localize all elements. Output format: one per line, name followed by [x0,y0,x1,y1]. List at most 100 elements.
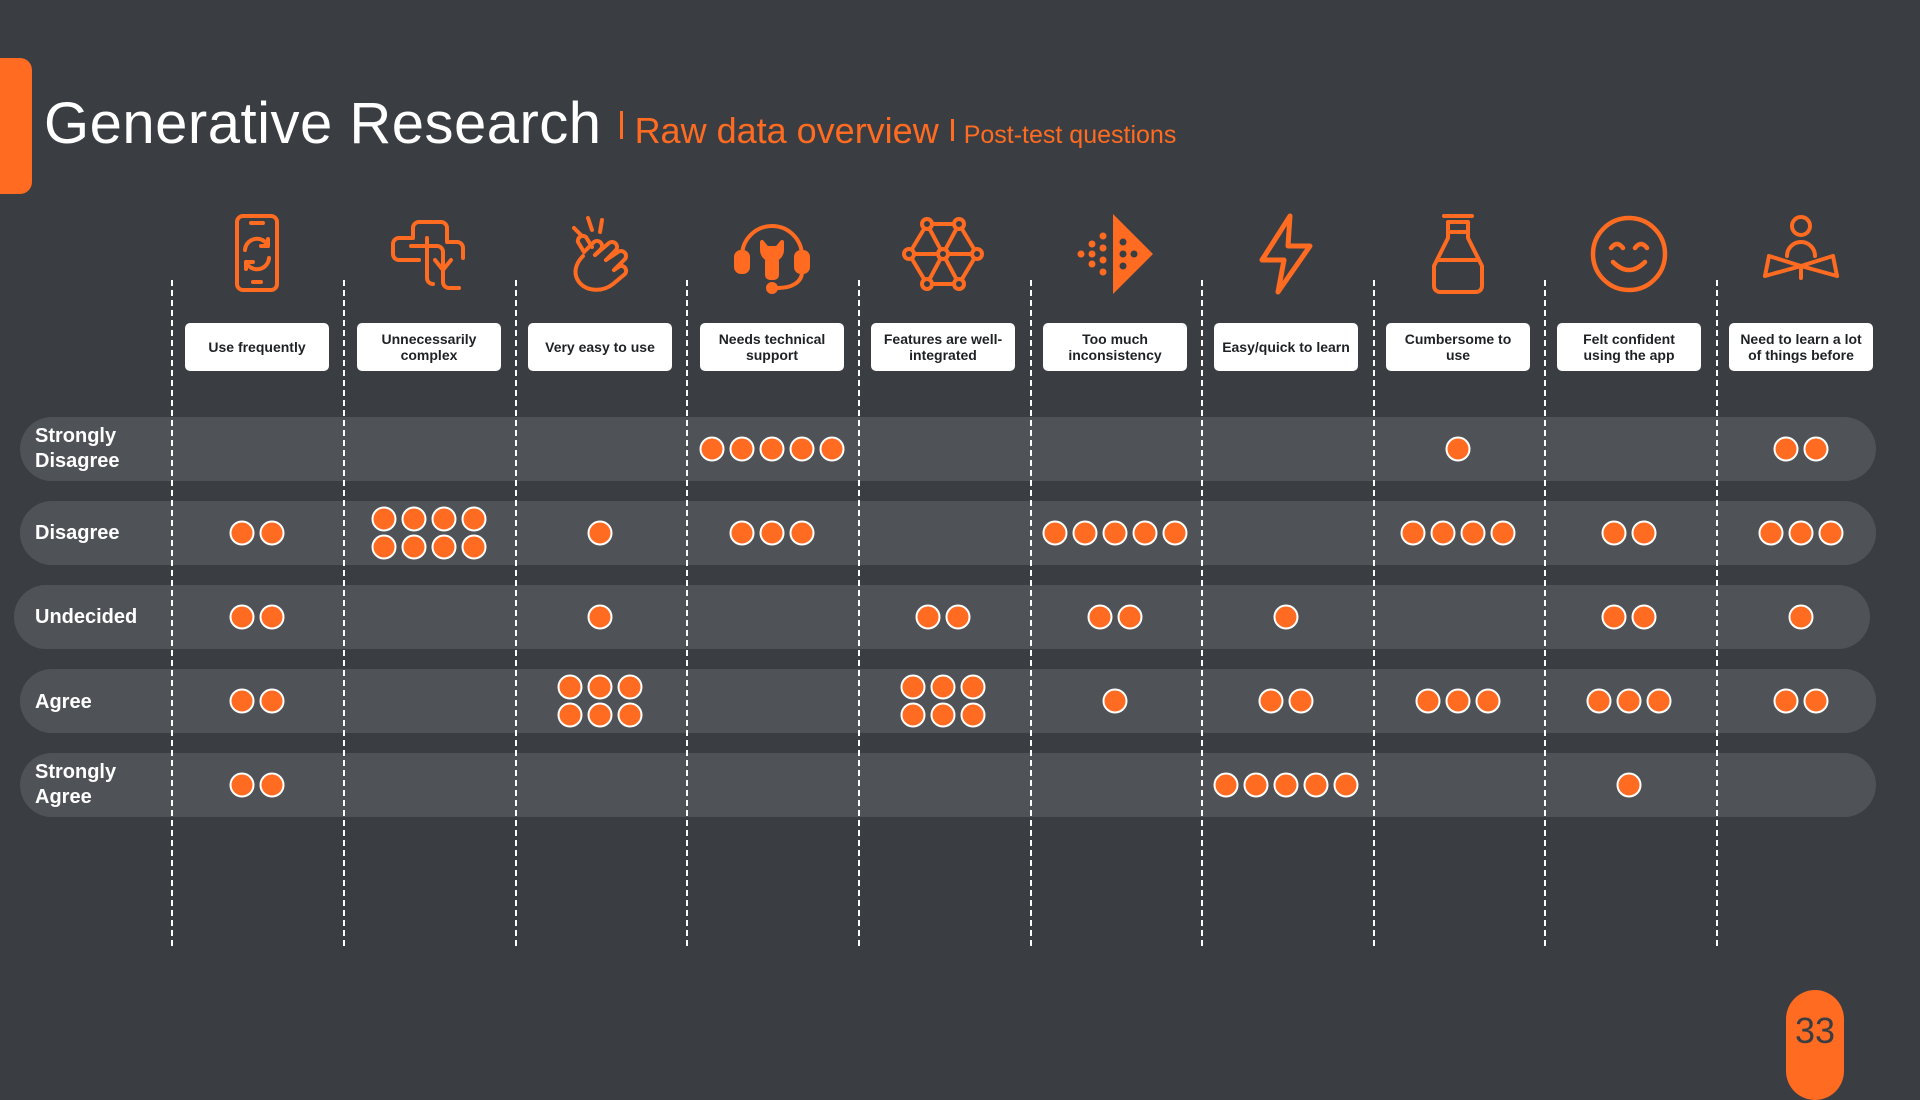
response-dot [1601,604,1627,630]
response-dot [1430,520,1456,546]
response-dot [617,674,643,700]
response-dot [1288,688,1314,714]
response-dot [259,772,285,798]
title-separator [950,119,954,141]
response-dot [371,534,397,560]
title-separator [619,111,623,139]
response-dot [930,674,956,700]
response-dot [1273,604,1299,630]
column-header-need-to-learn-a-lot: Need to learn a lot of things before [1729,323,1873,371]
column-header-unnecessarily-complex: Unnecessarily complex [357,323,501,371]
response-dot [1460,520,1486,546]
response-dot [1243,772,1269,798]
bottle-icon [1416,212,1500,296]
response-dot [587,674,613,700]
response-dot [1475,688,1501,714]
response-dot [229,688,255,714]
response-dot [1773,436,1799,462]
response-dot [1415,688,1441,714]
lightning-icon [1244,212,1328,296]
response-dot [557,674,583,700]
column-header-cumbersome-to-use: Cumbersome to use [1386,323,1530,371]
row-label: Disagree [35,522,120,544]
column-header-use-frequently: Use frequently [185,323,329,371]
column-header-features-well-integrated: Features are well-integrated [871,323,1015,371]
response-dot [960,702,986,728]
response-dot [1333,772,1359,798]
title-block: Generative Research Raw data overview Post… [44,90,1176,157]
response-dot [1773,688,1799,714]
response-dot [1132,520,1158,546]
row-band-undecided [14,585,1870,649]
response-dot [1400,520,1426,546]
row-band-disagree [20,501,1876,565]
column-divider [1030,280,1032,946]
response-dot [229,772,255,798]
response-dot [759,520,785,546]
response-dot [259,520,285,546]
snap-fingers-icon [558,212,642,296]
column-divider [686,280,688,946]
response-dot [1445,436,1471,462]
response-dot [461,534,487,560]
response-dot [729,436,755,462]
response-dot [729,520,755,546]
response-dot [819,436,845,462]
response-dot [401,534,427,560]
response-dot [915,604,941,630]
page-number: 33 [1794,1010,1836,1051]
response-dot [1803,436,1829,462]
response-dot [1162,520,1188,546]
page-subtitle: Raw data overview [634,110,939,151]
response-dot [1788,604,1814,630]
response-dot [587,702,613,728]
response-dot [1117,604,1143,630]
response-dot [1445,688,1471,714]
response-dot [431,534,457,560]
phone-refresh-icon [215,212,299,296]
network-icon [901,212,985,296]
column-header-easy-quick-to-learn: Easy/quick to learn [1214,323,1358,371]
response-dot [557,702,583,728]
row-label: Agree [35,691,92,713]
support-headset-icon [730,212,814,296]
response-dot [461,506,487,532]
response-dot [1303,772,1329,798]
row-label: Strongly Disagree [35,425,120,472]
dotted-play-icon [1073,212,1157,296]
response-dot [945,604,971,630]
response-dot [1616,772,1642,798]
response-dot [900,674,926,700]
column-header-felt-confident: Felt confident using the app [1557,323,1701,371]
response-dot [1490,520,1516,546]
response-dot [587,604,613,630]
response-dot [617,702,643,728]
accent-tab [0,58,32,194]
response-dot [1072,520,1098,546]
response-dot [1631,520,1657,546]
response-dot [1586,688,1612,714]
row-label: Strongly Agree [35,761,117,808]
column-header-needs-technical-support: Needs technical support [700,323,844,371]
column-divider [515,280,517,946]
response-dot [1102,688,1128,714]
row-band-strongly-agree [20,753,1876,817]
smiley-icon [1587,212,1671,296]
row-label: Undecided [35,606,138,628]
column-divider [1716,280,1718,946]
column-divider [171,280,173,946]
column-header-very-easy-to-use: Very easy to use [528,323,672,371]
response-dot [371,506,397,532]
response-dot [900,702,926,728]
response-dot [1803,688,1829,714]
response-dot [431,506,457,532]
response-dot [930,702,956,728]
response-dot [1102,520,1128,546]
response-dot [1087,604,1113,630]
column-divider [1373,280,1375,946]
response-dot [1213,772,1239,798]
page-title: Generative Research [44,91,602,156]
column-divider [343,280,345,946]
